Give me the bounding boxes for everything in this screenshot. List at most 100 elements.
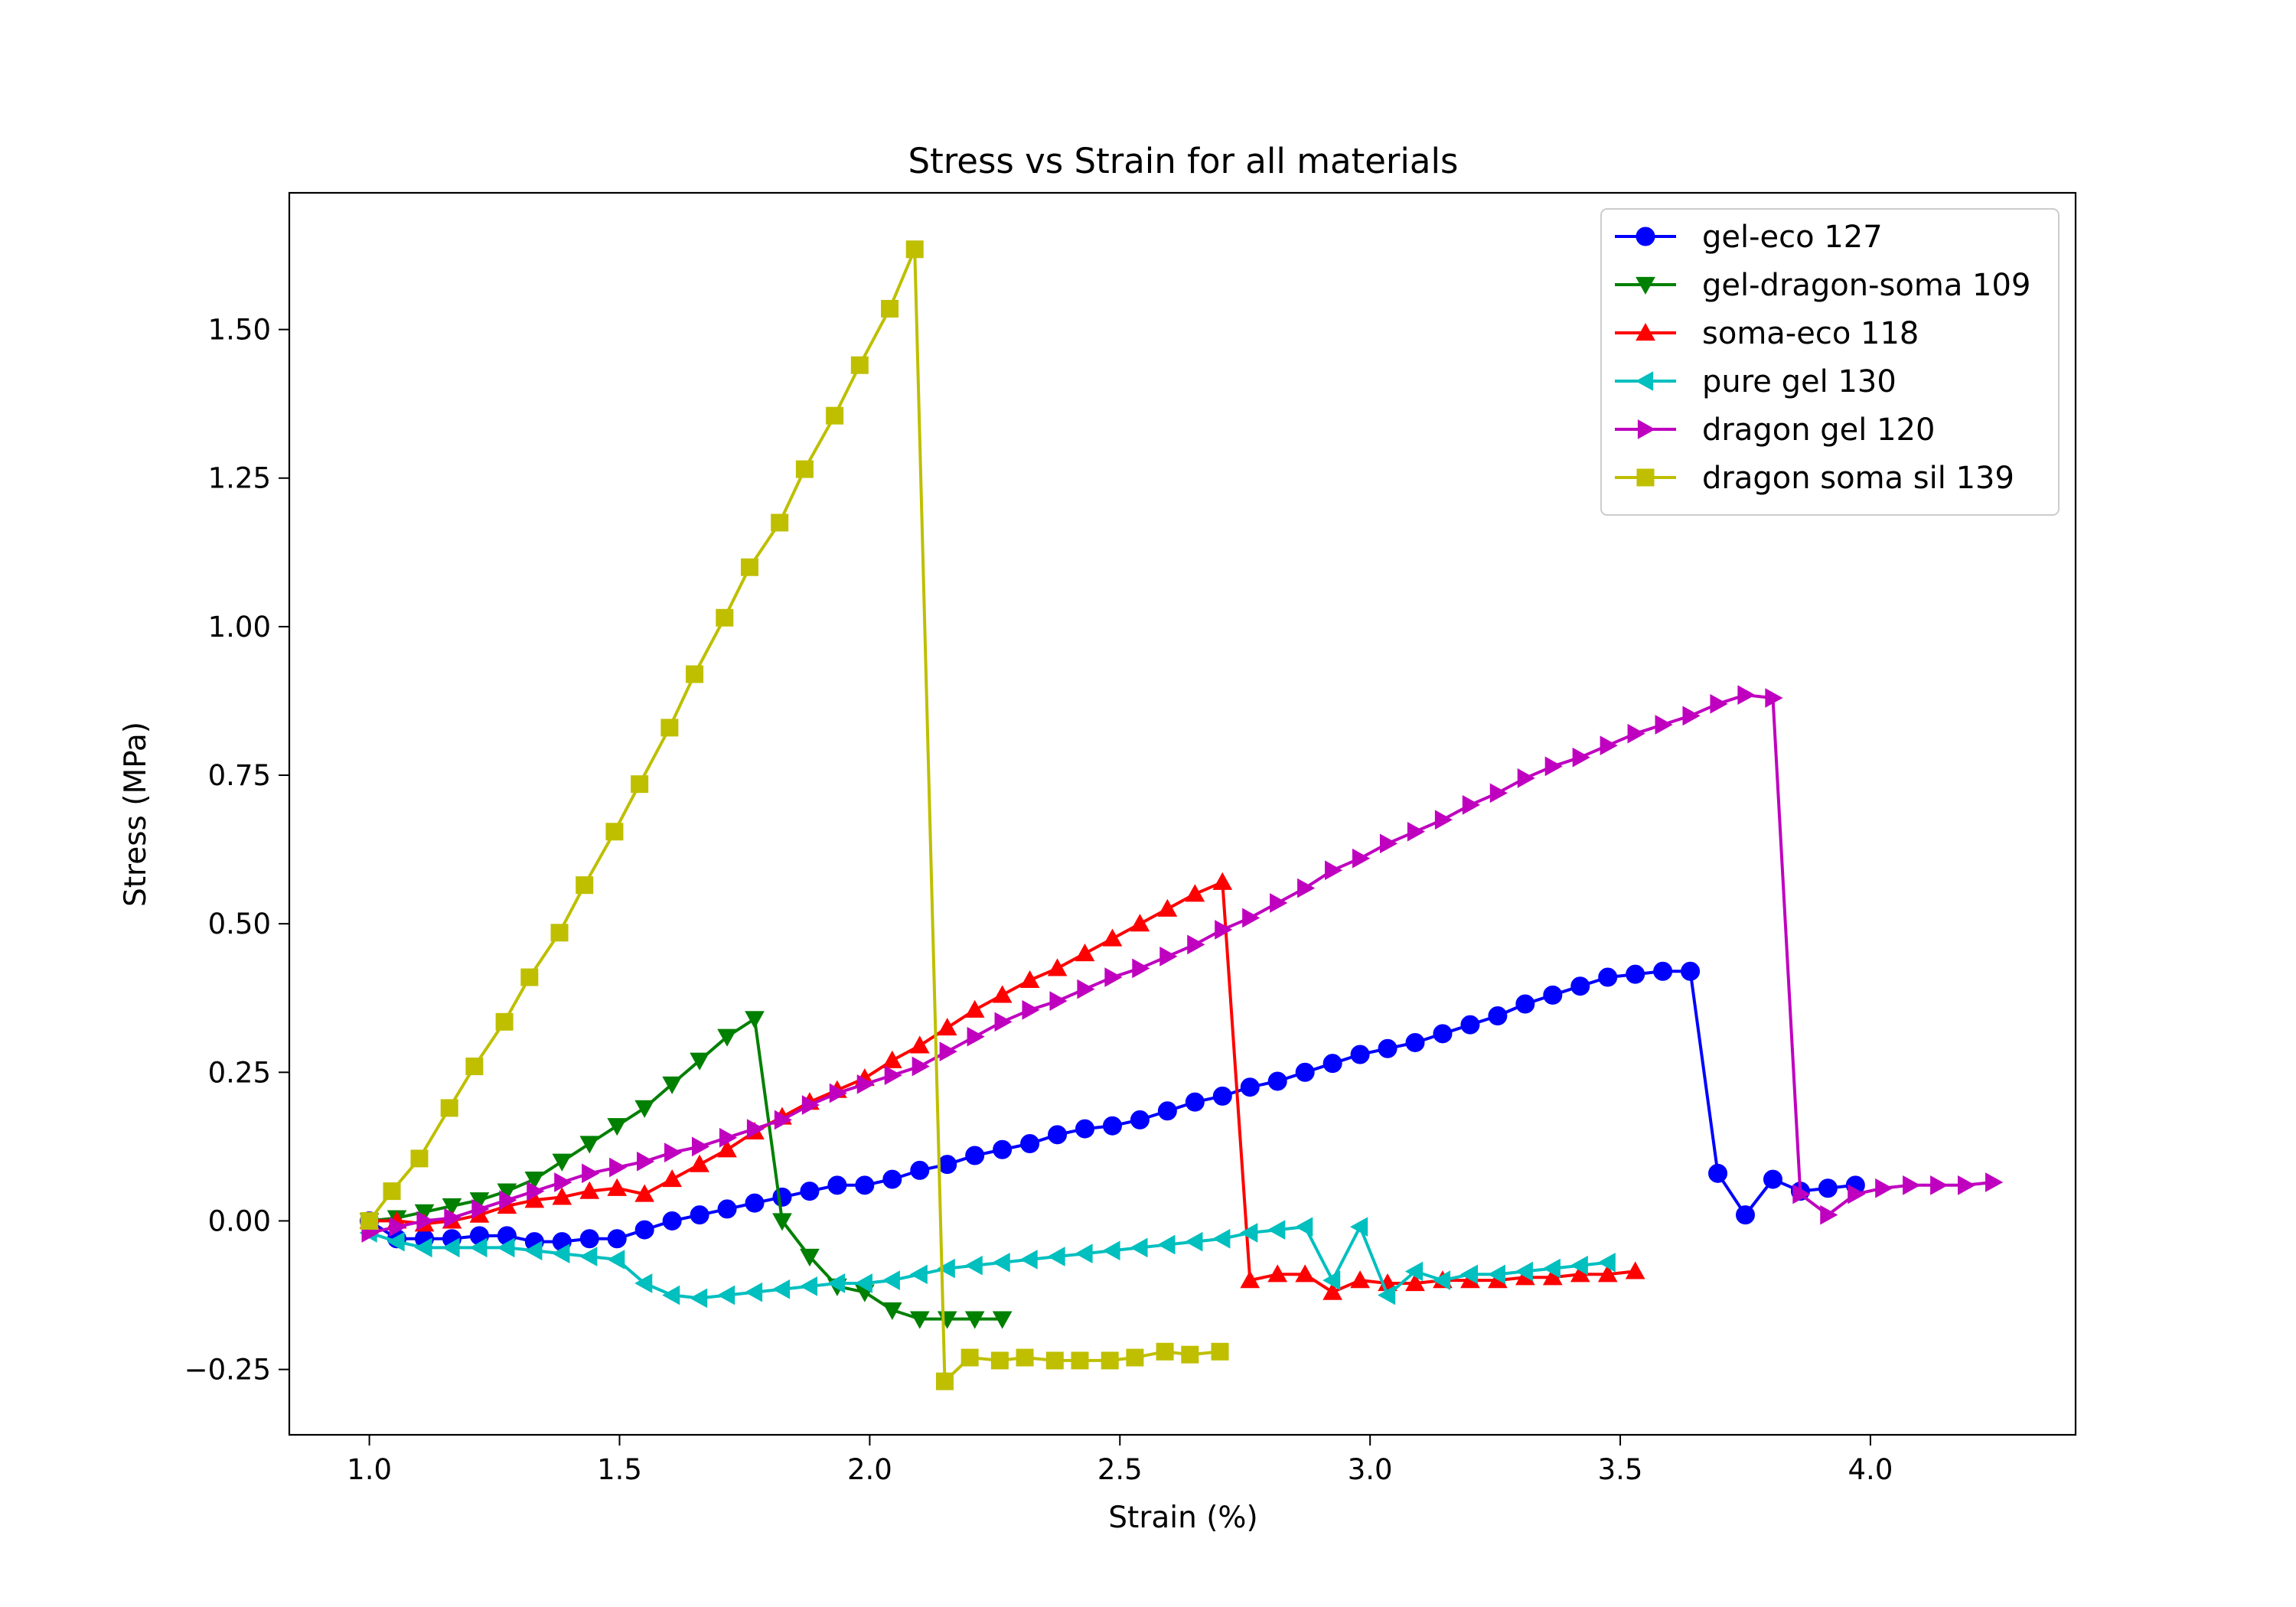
data-point bbox=[690, 1288, 708, 1309]
y-tick-label: 1.25 bbox=[208, 462, 271, 495]
data-point bbox=[1627, 723, 1645, 744]
data-point bbox=[582, 1163, 600, 1184]
data-point bbox=[717, 1028, 737, 1047]
data-point bbox=[662, 1169, 682, 1188]
data-point bbox=[1104, 967, 1123, 987]
data-point bbox=[826, 406, 844, 425]
data-point bbox=[746, 1119, 765, 1139]
data-point bbox=[524, 1240, 543, 1261]
x-tick-label: 1.0 bbox=[347, 1453, 392, 1486]
data-point bbox=[795, 460, 814, 478]
data-point bbox=[389, 1217, 407, 1237]
data-point bbox=[1517, 768, 1535, 788]
y-tick-label: 1.50 bbox=[208, 314, 271, 347]
data-point bbox=[855, 1175, 875, 1195]
data-point bbox=[497, 1237, 515, 1258]
data-point bbox=[662, 1285, 680, 1305]
legend-item: pure gel 130 bbox=[1615, 364, 1896, 399]
data-point bbox=[827, 1273, 845, 1293]
data-point bbox=[1350, 1217, 1368, 1237]
data-point bbox=[1572, 747, 1590, 768]
data-point bbox=[1267, 1264, 1288, 1283]
data-point bbox=[905, 240, 924, 259]
data-point bbox=[1682, 706, 1701, 726]
data-point bbox=[495, 1012, 514, 1031]
data-point bbox=[1626, 964, 1645, 984]
data-point bbox=[937, 1018, 957, 1036]
data-point bbox=[692, 1136, 710, 1157]
data-point bbox=[1708, 1163, 1728, 1183]
data-point bbox=[664, 1143, 683, 1162]
x-tick-label: 3.5 bbox=[1598, 1453, 1643, 1486]
data-point bbox=[579, 1136, 600, 1154]
data-point bbox=[686, 665, 704, 683]
legend-marker bbox=[1636, 227, 1655, 246]
series-line-1 bbox=[368, 970, 1856, 1244]
data-point bbox=[634, 1184, 655, 1202]
data-point bbox=[881, 299, 899, 318]
data-point bbox=[1820, 1204, 1838, 1225]
x-axis: 1.0 1.5 2.0 2.5 3.0 3.5 4.0 bbox=[347, 1435, 1893, 1486]
data-point bbox=[499, 1190, 517, 1211]
series-line-3 bbox=[369, 880, 1636, 1294]
data-point bbox=[1325, 860, 1343, 881]
data-point bbox=[1655, 715, 1673, 735]
data-point bbox=[882, 1169, 902, 1189]
data-point bbox=[1212, 872, 1233, 890]
data-point bbox=[1159, 947, 1178, 966]
data-point bbox=[1489, 783, 1508, 804]
data-point bbox=[637, 1151, 655, 1172]
data-point bbox=[607, 1118, 628, 1136]
data-point bbox=[1570, 976, 1590, 996]
data-point bbox=[1433, 1024, 1453, 1044]
data-point bbox=[1047, 958, 1068, 976]
data-point bbox=[912, 1056, 930, 1077]
data-point bbox=[717, 1199, 737, 1219]
data-point bbox=[909, 1264, 928, 1285]
data-point bbox=[1404, 1261, 1424, 1282]
data-point bbox=[386, 1231, 405, 1252]
data-point bbox=[990, 1351, 1009, 1370]
data-point bbox=[609, 1157, 628, 1178]
data-point bbox=[1102, 1240, 1120, 1261]
data-point bbox=[1407, 821, 1426, 842]
y-tick-label: −0.25 bbox=[184, 1354, 271, 1387]
data-point bbox=[1515, 1261, 1533, 1282]
data-point bbox=[1350, 1045, 1370, 1064]
data-point bbox=[1267, 1220, 1286, 1240]
data-point bbox=[717, 1139, 737, 1158]
y-axis-label: Stress (MPa) bbox=[119, 722, 153, 907]
legend-marker bbox=[1636, 322, 1655, 341]
data-point bbox=[1405, 1032, 1425, 1052]
data-point bbox=[442, 1237, 460, 1258]
series-line-6 bbox=[368, 247, 1221, 1384]
data-point bbox=[520, 968, 539, 986]
series-line-4 bbox=[368, 1225, 1608, 1300]
data-point bbox=[1322, 1270, 1341, 1290]
data-point bbox=[634, 1100, 655, 1118]
data-point bbox=[1211, 1342, 1229, 1361]
data-point bbox=[1378, 1038, 1397, 1058]
data-point bbox=[1297, 878, 1316, 898]
data-point bbox=[662, 1076, 682, 1094]
data-point bbox=[1462, 795, 1480, 815]
data-point bbox=[1075, 1244, 1093, 1264]
data-point bbox=[552, 1153, 572, 1172]
data-point bbox=[1295, 1217, 1313, 1237]
data-point bbox=[550, 924, 569, 942]
data-point bbox=[960, 1348, 979, 1367]
data-point bbox=[554, 1172, 572, 1192]
data-point bbox=[1597, 1264, 1618, 1283]
data-point bbox=[442, 1198, 462, 1217]
data-point bbox=[1322, 1282, 1342, 1300]
data-point bbox=[465, 1058, 484, 1076]
data-point bbox=[774, 1110, 793, 1130]
data-point bbox=[882, 1302, 902, 1320]
data-point bbox=[579, 1229, 599, 1249]
data-point bbox=[1736, 1205, 1756, 1225]
data-point bbox=[1047, 1247, 1065, 1266]
data-point bbox=[772, 1213, 792, 1231]
data-point bbox=[939, 1041, 957, 1061]
data-point bbox=[967, 1026, 985, 1047]
data-point bbox=[1460, 1015, 1480, 1035]
